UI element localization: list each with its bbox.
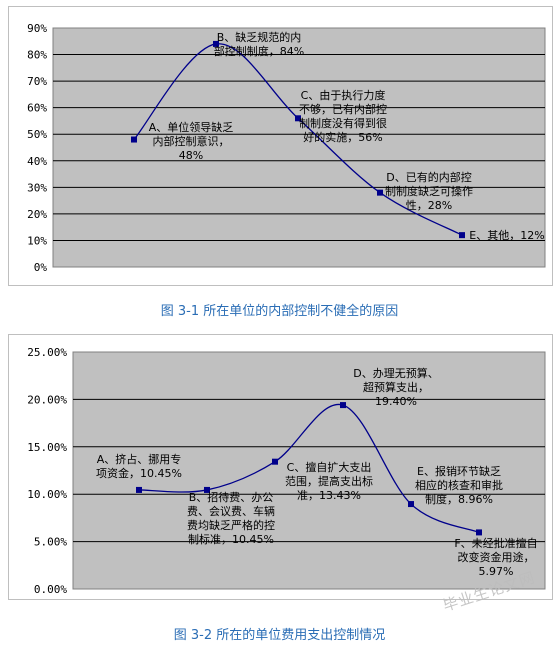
chart-2-data-label-D: D、办理无预算、超预算支出， 19.40% <box>353 366 438 408</box>
chart-2-y-tick-label: 10.00% <box>27 488 67 501</box>
chart-1-point-D <box>377 189 383 196</box>
chart-1-data-label-C: C、由于执行力度不够，已有内部控制制度没有得到很好的实施，56% <box>299 88 387 144</box>
chart-1-data-label-D: D、已有的内部控制制度缺乏可操作性，28% <box>385 170 473 212</box>
chart-2-data-label-C: C、擅自扩大支出范围，提高支出标准，13.43% <box>285 460 373 502</box>
chart-2-point-F <box>476 529 482 536</box>
chart-1-caption: 图 3-1 所在单位的内部控制不健全的原因 <box>160 304 399 319</box>
chart-1-point-C <box>295 115 301 122</box>
chart-1-point-B <box>213 40 219 47</box>
chart-2-y-tick-label: 0.00% <box>34 583 67 596</box>
chart-2-y-tick-label: 20.00% <box>27 393 67 406</box>
chart-1-point-A <box>131 136 137 143</box>
chart-2-data-label-E: E、报销环节缺乏相应的核查和审批制度，8.96% <box>415 464 503 506</box>
chart-2-svg: 0.00% 5.00% 10.00% 15.00% 20.00% 25.00% A、挤占、挪… <box>27 346 546 596</box>
chart-1-y-tick-label: 30% <box>27 181 47 194</box>
chart-1-y-tick-label: 60% <box>27 102 47 115</box>
chart-2-data-label-F: F、未经批准擅自改变资金用途， 5.97% <box>454 536 537 578</box>
chart-1-series-line <box>133 43 463 236</box>
chart-1-y-tick-label: 10% <box>27 234 47 247</box>
chart-2-point-C <box>272 458 278 465</box>
chart-1-y-tick-label: 40% <box>27 155 47 168</box>
chart-1-data-label-E: E、其他，12% <box>469 229 544 242</box>
chart-1-svg: 0% 10% 20% 30% 40% 50% 60% 70% 80% 90% A、单位领导缺乏内部控… <box>27 22 546 274</box>
chart-2-point-B <box>204 486 210 493</box>
chart-1-y-tick-label: 80% <box>27 49 47 62</box>
chart-1-y-tick-label: 70% <box>27 75 47 88</box>
chart-1-data-label-B: B、缺乏规范的内部控制制度，84% <box>214 30 304 58</box>
chart-1-data-label-A: A、单位领导缺乏内部控制意识， 48% <box>149 120 234 162</box>
chart-1-point-E <box>459 232 465 239</box>
chart-2-y-tick-label: 15.00% <box>27 441 67 454</box>
chart-2-y-tick-label: 25.00% <box>27 346 67 359</box>
chart-1-y-tick-label: 50% <box>27 128 47 141</box>
chart-1-y-tick-label: 0% <box>34 261 48 274</box>
chart-2-data-label-B: B、招待费、办公费、会议费、车辆费均缺乏严格的控制标准，10.45% <box>187 490 275 546</box>
chart-2-point-E <box>408 501 414 508</box>
chart-2-data-label-A: A、挤占、挪用专项资金，10.45% <box>96 452 182 480</box>
chart-2-caption: 图 3-2 所在的单位费用支出控制情况 <box>173 628 386 643</box>
chart-1-plot-area <box>52 27 546 268</box>
chart-2-expense-control: 0.00% 5.00% 10.00% 15.00% 20.00% 25.00% A、挤占、挪… <box>8 334 553 600</box>
chart-2-point-D <box>340 402 346 409</box>
chart-2-y-tick-label: 5.00% <box>34 536 67 549</box>
chart-1-y-tick-label: 90% <box>27 22 47 35</box>
chart-2-point-A <box>136 486 142 493</box>
chart-1-y-tick-label: 20% <box>27 208 47 221</box>
chart-2-plot-area <box>72 351 546 590</box>
chart-1-internal-control-reasons: 0% 10% 20% 30% 40% 50% 60% 70% 80% 90% A、单位领导缺乏内部控… <box>8 6 553 286</box>
